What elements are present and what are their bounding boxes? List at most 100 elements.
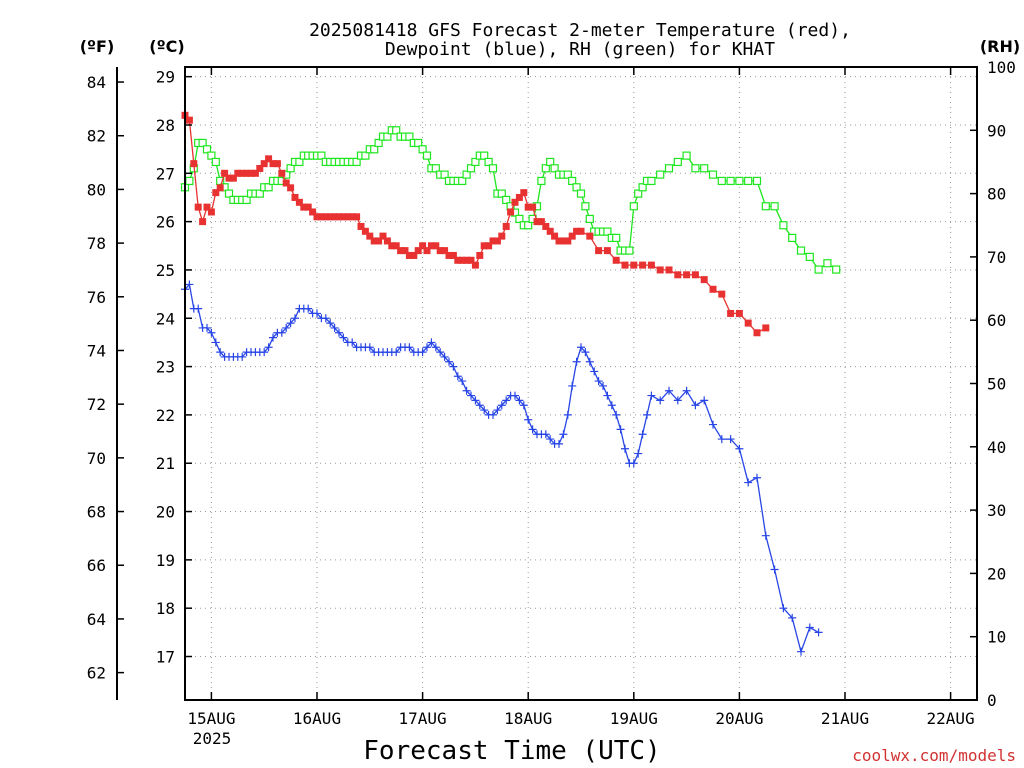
temperature-point bbox=[463, 256, 471, 264]
rh-point bbox=[708, 170, 718, 179]
temperature-point bbox=[348, 213, 356, 221]
temperature-point bbox=[511, 198, 519, 206]
dewpoint-point bbox=[559, 430, 568, 439]
rh-point bbox=[497, 189, 506, 198]
temperature-point bbox=[326, 213, 334, 221]
temperature-point bbox=[744, 319, 752, 327]
temperature-point bbox=[639, 261, 647, 269]
rh-point bbox=[255, 189, 264, 198]
rh-point bbox=[673, 157, 682, 167]
rh-point bbox=[361, 151, 370, 160]
temperature-series bbox=[181, 111, 770, 337]
rh-point bbox=[431, 164, 440, 173]
dewpoint-series bbox=[181, 280, 823, 656]
rh-point bbox=[638, 183, 647, 192]
x-tick-label: 22AUG bbox=[927, 709, 975, 728]
celsius-tick-label: 26 bbox=[156, 213, 175, 232]
rh-point bbox=[242, 195, 251, 205]
dewpoint-point bbox=[717, 435, 726, 444]
temperature-point bbox=[353, 213, 361, 221]
temperature-point bbox=[555, 237, 563, 245]
temperature-point bbox=[700, 276, 708, 284]
dewpoint-point bbox=[555, 439, 563, 448]
temperature-point bbox=[603, 247, 611, 255]
rh-point bbox=[405, 132, 414, 141]
dewpoint-point bbox=[528, 425, 537, 434]
rh-point bbox=[796, 246, 806, 255]
x-tick-label: 15AUG bbox=[187, 709, 235, 728]
rh-point bbox=[211, 157, 220, 167]
rh-tick-label: 100 bbox=[987, 58, 1016, 77]
dewpoint-point bbox=[418, 348, 427, 357]
rh-point bbox=[546, 157, 555, 167]
rh-point bbox=[656, 170, 665, 179]
dewpoint-point bbox=[634, 449, 643, 458]
rh-point bbox=[563, 170, 572, 179]
dewpoint-point bbox=[770, 565, 779, 574]
temperature-point bbox=[735, 309, 743, 317]
temperature-point bbox=[454, 256, 462, 264]
temperature-point bbox=[718, 290, 726, 298]
dewpoint-point bbox=[326, 319, 335, 328]
temperature-point bbox=[278, 169, 286, 177]
dewpoint-point bbox=[761, 531, 770, 540]
rh-point bbox=[700, 164, 709, 173]
dewpoint-point bbox=[480, 406, 489, 415]
dewpoint-point bbox=[643, 410, 651, 419]
temperature-point bbox=[414, 247, 422, 255]
celsius-tick-label: 20 bbox=[156, 503, 175, 522]
rh-point bbox=[480, 151, 489, 160]
dewpoint-point bbox=[493, 406, 502, 415]
rh-point bbox=[550, 164, 559, 173]
rh-line bbox=[184, 129, 837, 271]
rh-point bbox=[207, 151, 216, 160]
dewpoint-point bbox=[585, 357, 594, 366]
temperature-point bbox=[370, 237, 378, 245]
rh-point bbox=[568, 176, 577, 186]
dewpoint-point bbox=[726, 435, 735, 444]
grid-lines bbox=[185, 67, 977, 700]
celsius-tick-label: 25 bbox=[156, 261, 175, 280]
rh-point bbox=[717, 176, 726, 186]
rh-tick-label: 90 bbox=[987, 121, 1006, 140]
rh-point bbox=[488, 164, 498, 173]
fahrenheit-tick-label: 64 bbox=[87, 610, 106, 629]
dewpoint-point bbox=[462, 386, 471, 395]
temperature-point bbox=[366, 232, 374, 240]
dewpoint-point bbox=[502, 396, 511, 405]
dewpoint-point bbox=[277, 328, 286, 337]
dewpoint-point bbox=[436, 348, 445, 357]
temperature-point bbox=[507, 208, 515, 216]
temperature-line bbox=[184, 114, 767, 334]
fahrenheit-tick-label: 80 bbox=[87, 180, 106, 199]
temperature-point bbox=[309, 208, 317, 216]
temperature-point bbox=[388, 242, 396, 250]
temperature-point bbox=[282, 179, 290, 187]
dewpoint-point bbox=[515, 396, 524, 405]
dewpoint-point bbox=[735, 444, 744, 453]
rh-point bbox=[224, 189, 234, 198]
celsius-tick-label: 23 bbox=[156, 358, 175, 377]
rh-point bbox=[502, 195, 511, 205]
rh-point bbox=[484, 157, 493, 167]
temperature-point bbox=[647, 261, 655, 269]
temperature-point bbox=[207, 208, 215, 216]
rh-point bbox=[295, 157, 304, 167]
rh-point bbox=[682, 151, 691, 160]
dewpoint-point bbox=[647, 391, 656, 400]
temperature-point bbox=[335, 213, 343, 221]
rh-point bbox=[370, 145, 379, 154]
dewpoint-point bbox=[599, 381, 607, 390]
x-tick-label: 21AUG bbox=[821, 709, 869, 728]
fahrenheit-tick-label: 74 bbox=[87, 341, 106, 360]
celsius-tick-label: 27 bbox=[156, 164, 175, 183]
temperature-point bbox=[251, 169, 259, 177]
rh-point bbox=[823, 259, 832, 268]
temperature-point bbox=[471, 261, 479, 269]
temperature-point bbox=[691, 271, 699, 279]
dewpoint-point bbox=[449, 362, 458, 371]
rh-point bbox=[634, 189, 643, 198]
temperature-point bbox=[445, 251, 453, 259]
rh-point bbox=[383, 132, 392, 141]
temperature-point bbox=[436, 247, 444, 255]
